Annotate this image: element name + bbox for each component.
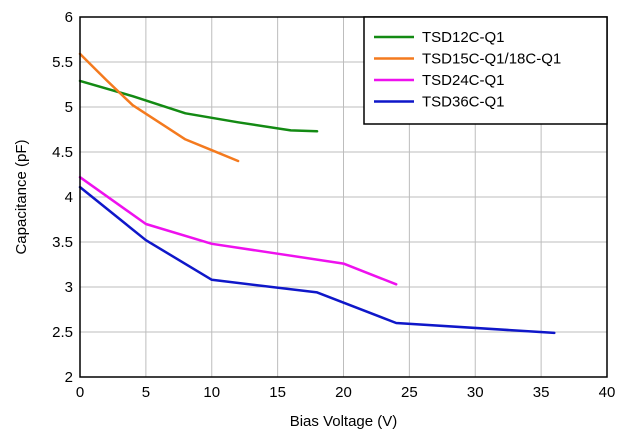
x-tick-label: 40 [599, 384, 616, 401]
x-axis-label: Bias Voltage (V) [290, 413, 398, 430]
series-lines [78, 52, 556, 335]
y-tick-label: 2 [65, 369, 73, 386]
series-line-1 [78, 52, 240, 163]
series-line-2 [78, 175, 398, 286]
y-tick-label: 4 [65, 189, 73, 206]
legend-entry: TSD12C-Q1 [422, 29, 505, 46]
tick-labels: 0 5 10 15 20 25 30 35 40 2 2.5 3 3.5 4 4.5 5 5.5 6 [52, 9, 615, 401]
y-tick-label: 2.5 [52, 324, 73, 341]
x-tick-label: 25 [401, 384, 418, 401]
y-tick-label: 3 [65, 279, 73, 296]
legend-box [363, 16, 608, 125]
legend: TSD12C-Q1 TSD15C-Q1/18C-Q1 TSD24C-Q1 TSD36C… [363, 16, 608, 125]
y-tick-label: 5.5 [52, 54, 73, 71]
x-tick-label: 30 [467, 384, 484, 401]
x-tick-label: 0 [76, 384, 84, 401]
x-tick-label: 35 [533, 384, 550, 401]
y-tick-label: 4.5 [52, 144, 73, 161]
x-tick-label: 15 [269, 384, 286, 401]
plot-frame [79, 16, 608, 378]
y-tick-label: 3.5 [52, 234, 73, 251]
legend-entry: TSD24C-Q1 [422, 72, 505, 89]
legend-entry: TSD36C-Q1 [422, 94, 505, 111]
y-tick-label: 5 [65, 99, 73, 116]
legend-entry: TSD15C-Q1/18C-Q1 [422, 51, 561, 68]
y-axis-label: Capacitance (pF) [13, 139, 30, 254]
x-tick-label: 20 [335, 384, 352, 401]
x-tick-label: 10 [203, 384, 220, 401]
y-tick-label: 6 [65, 9, 73, 26]
x-tick-label: 5 [142, 384, 150, 401]
series-line-3 [78, 185, 556, 335]
series-line-0 [78, 79, 319, 133]
